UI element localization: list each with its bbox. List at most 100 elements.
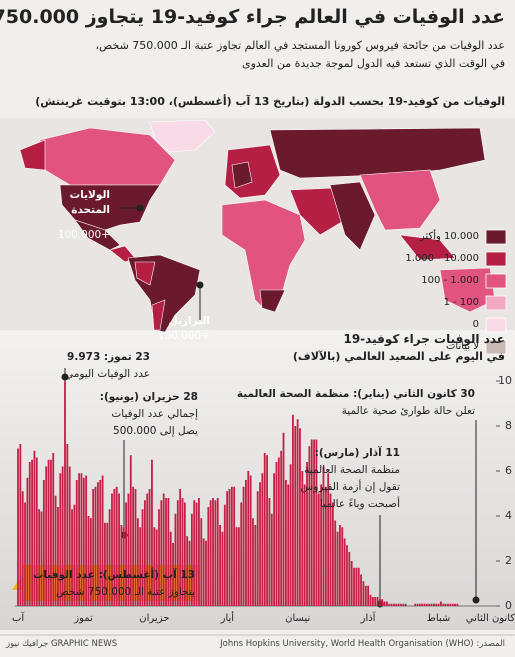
legend-label: 10.000 وأكثر <box>419 231 479 242</box>
y-tick-label: 0 <box>505 599 512 612</box>
bar <box>96 482 99 606</box>
bar <box>42 480 45 606</box>
subtitle-line: في الوقت الذي تستعد فيه الدول لموجة جديد… <box>241 57 505 70</box>
bar <box>263 453 266 606</box>
connectors <box>61 204 480 608</box>
bar <box>327 473 330 606</box>
bar <box>35 457 38 606</box>
title: عدد الوفيات في العالم جراء كوفيد-19 يتجا… <box>0 6 505 28</box>
bar <box>393 603 395 606</box>
bar <box>235 527 238 606</box>
bar <box>421 603 424 606</box>
bar <box>280 450 283 606</box>
y-tick-label: 2 <box>505 554 512 567</box>
bar <box>367 585 370 606</box>
bar <box>425 603 428 606</box>
annotation-line: منظمة الصحة العالمية <box>304 464 400 476</box>
bar <box>284 480 287 606</box>
bar <box>193 500 196 606</box>
bar <box>386 601 388 606</box>
bar <box>299 428 301 606</box>
bar <box>85 475 88 606</box>
bar <box>219 525 221 606</box>
bar <box>376 597 379 606</box>
bar <box>364 585 367 606</box>
bar <box>127 493 130 606</box>
bar <box>355 567 358 606</box>
bar <box>273 473 276 606</box>
bar <box>174 513 177 606</box>
bar <box>207 507 210 606</box>
bar <box>202 538 205 606</box>
bar <box>64 381 66 606</box>
bar <box>329 493 332 606</box>
bar <box>369 594 372 606</box>
bar <box>397 603 400 606</box>
map-label: البرازيل <box>168 315 210 327</box>
bar <box>418 603 421 606</box>
bar <box>49 459 52 606</box>
bar <box>378 599 381 606</box>
bar <box>153 527 156 606</box>
bar <box>374 597 377 606</box>
bar <box>334 520 337 606</box>
world-map <box>19 119 496 333</box>
bar <box>78 473 80 606</box>
bar <box>317 493 320 606</box>
bar <box>118 493 120 606</box>
bar <box>132 486 135 606</box>
chart-title: عدد الوفيات جراء كوفيد-19 <box>343 332 505 346</box>
bar <box>353 567 355 606</box>
y-tick-label: 6 <box>505 464 512 477</box>
legend-label: 0 <box>472 319 479 330</box>
bar <box>38 509 41 606</box>
annotation-line: تعلن حالة طوارئ صحية عالمية <box>341 405 475 417</box>
bar <box>221 531 224 606</box>
bar <box>122 527 125 606</box>
bar <box>240 502 243 606</box>
bar <box>306 462 308 606</box>
y-tick-label: 4 <box>505 509 512 522</box>
bar <box>19 444 22 606</box>
bar <box>277 457 280 606</box>
bar <box>17 448 19 606</box>
bar <box>315 439 318 606</box>
bar <box>160 500 163 606</box>
bar <box>341 527 344 606</box>
bar <box>308 446 311 606</box>
bar <box>115 486 118 606</box>
bar <box>165 498 167 606</box>
bar <box>310 439 313 606</box>
legend-swatch <box>485 251 507 267</box>
annotation-line: 13 آب (أغسطس): عدد الوفيات <box>32 569 195 581</box>
bar <box>266 455 268 606</box>
x-tick-label: آذار <box>360 613 376 624</box>
bar <box>188 540 191 606</box>
bar <box>99 480 102 606</box>
bar <box>45 466 48 606</box>
bar <box>209 500 212 606</box>
bar <box>237 527 240 606</box>
bar <box>214 500 217 606</box>
bar <box>21 491 24 606</box>
bar <box>139 527 142 606</box>
bar <box>416 603 419 606</box>
bar <box>111 493 113 606</box>
bar <box>200 518 203 606</box>
legend-label: 1.000 - 100 <box>421 275 479 286</box>
y-tick-label: 8 <box>505 419 512 432</box>
bar <box>33 450 36 606</box>
bar <box>249 475 252 606</box>
legend-swatch <box>485 317 507 333</box>
bar <box>54 495 57 606</box>
x-tick-label: أيار <box>220 613 235 624</box>
bar <box>322 466 325 606</box>
credit: GRAPHIC NEWS جرافيك نيوز <box>6 639 118 649</box>
annotation-line: 30 كانون الثاني (يناير): منظمة الصحة الع… <box>236 388 475 400</box>
annotation-line: يتجاوز عتبة الـ 750.000 شخص <box>56 586 195 598</box>
bar <box>242 486 245 606</box>
bar <box>442 603 445 606</box>
legend-swatch <box>485 229 507 245</box>
chart-subtitle: في اليوم على الصعيد العالمي (بالآلاف) <box>292 350 505 363</box>
